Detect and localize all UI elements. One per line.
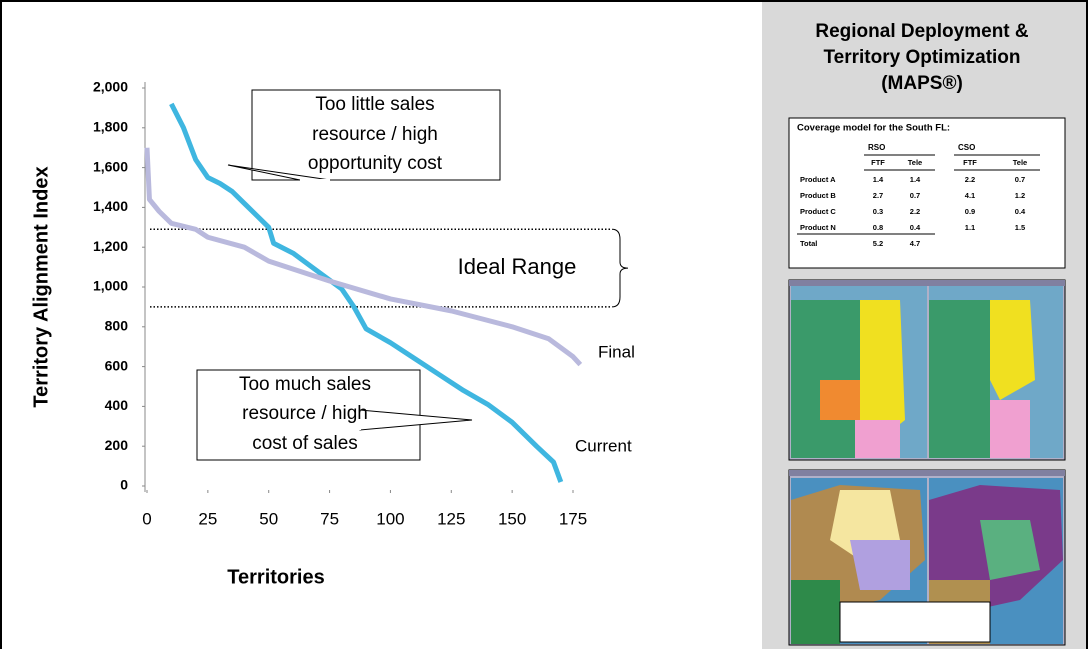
x-tick-label: 175 xyxy=(559,509,587,528)
y-tick-label: 1,000 xyxy=(93,278,128,294)
table-row-label: Product B xyxy=(800,191,836,200)
panel-title: Territory Optimization xyxy=(823,47,1020,68)
table-cell: 5.2 xyxy=(873,239,883,248)
series-label: Current xyxy=(575,436,632,455)
panel-title: (MAPS®) xyxy=(881,73,963,94)
map-screenshot xyxy=(789,470,1065,645)
table-cell: 0.4 xyxy=(910,223,921,232)
callout-text: resource / high xyxy=(242,403,368,424)
table-cell: 0.7 xyxy=(1015,175,1025,184)
table-cell: 4.1 xyxy=(965,191,975,200)
table-header: Tele xyxy=(1013,158,1027,167)
table-cell: 1.2 xyxy=(1015,191,1025,200)
table-cell: 2.2 xyxy=(910,207,920,216)
y-tick-label: 1,200 xyxy=(93,238,128,254)
callout-text: Too much sales xyxy=(239,374,371,395)
table-row-label: Product A xyxy=(800,175,836,184)
table-group: CSO xyxy=(958,143,975,152)
callout-text: cost of sales xyxy=(252,433,358,454)
table-cell: 0.3 xyxy=(873,207,883,216)
series-label: Final xyxy=(598,342,635,361)
y-tick-label: 1,800 xyxy=(93,119,128,135)
x-tick-label: 25 xyxy=(198,509,217,528)
x-axis-label: Territories xyxy=(227,566,324,588)
ideal-range-label: Ideal Range xyxy=(458,254,577,279)
table-group: RSO xyxy=(868,143,885,152)
table-caption: Coverage model for the South FL: xyxy=(797,123,950,134)
table-cell: 1.4 xyxy=(910,175,921,184)
x-tick-label: 150 xyxy=(498,509,526,528)
table-row-label: Product C xyxy=(800,207,836,216)
y-tick-label: 1,400 xyxy=(93,198,128,214)
table-cell: 4.7 xyxy=(910,239,920,248)
table-cell: 1.5 xyxy=(1015,223,1025,232)
table-header: FTF xyxy=(871,158,885,167)
table-cell: 1.1 xyxy=(965,223,975,232)
table-cell: 0.9 xyxy=(965,207,975,216)
table-cell: 0.7 xyxy=(910,191,920,200)
map-screenshot xyxy=(789,280,1065,460)
y-tick-label: 200 xyxy=(105,437,129,453)
x-tick-label: 75 xyxy=(320,509,339,528)
callout-text: opportunity cost xyxy=(308,153,443,174)
y-tick-label: 800 xyxy=(105,318,129,334)
y-tick-label: 400 xyxy=(105,397,129,413)
table-cell: 0.4 xyxy=(1015,207,1026,216)
y-tick-label: 600 xyxy=(105,357,129,373)
callout-text: resource / high xyxy=(312,124,438,145)
x-tick-label: 100 xyxy=(376,509,404,528)
callout-text: Too little sales xyxy=(315,94,434,115)
y-tick-label: 0 xyxy=(120,477,128,493)
table-cell: 1.4 xyxy=(873,175,884,184)
x-tick-label: 125 xyxy=(437,509,465,528)
slide: 0 200 400 600 800 1,000 1,200 1,400 1,600 1,800 2,… xyxy=(0,0,1090,649)
table-cell: 2.7 xyxy=(873,191,883,200)
panel-title: Regional Deployment & xyxy=(815,21,1029,42)
table-cell: 0.8 xyxy=(873,223,883,232)
y-axis-label: Territory Alignment Index xyxy=(30,166,52,407)
table-header: FTF xyxy=(963,158,977,167)
y-tick-label: 2,000 xyxy=(93,79,128,95)
table-cell: 2.2 xyxy=(965,175,975,184)
table-header: Tele xyxy=(908,158,922,167)
table-row-label: Product N xyxy=(800,223,836,232)
table-row-label: Total xyxy=(800,239,817,248)
x-tick-label: 50 xyxy=(259,509,278,528)
x-tick-label: 0 xyxy=(142,509,151,528)
y-tick-label: 1,600 xyxy=(93,158,128,174)
